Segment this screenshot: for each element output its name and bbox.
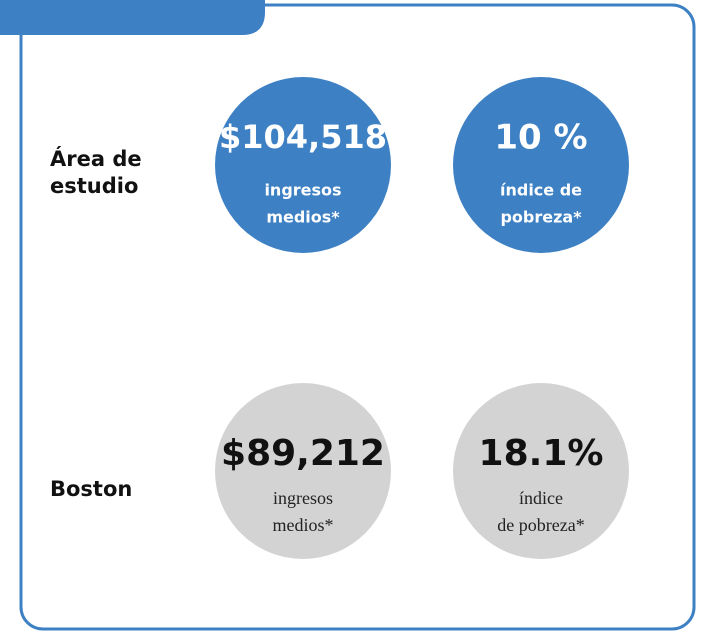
stat-value: 10 % xyxy=(494,118,587,158)
stat-caption: medios* xyxy=(273,515,334,535)
stat-caption: índice de xyxy=(500,181,582,200)
row-label: estudio xyxy=(50,174,138,198)
stat-circle xyxy=(215,77,391,253)
stat-value: $89,212 xyxy=(221,433,385,474)
stat-caption: pobreza* xyxy=(500,208,582,227)
stat-circle xyxy=(453,383,629,559)
stat-circle xyxy=(453,77,629,253)
row-label: Boston xyxy=(50,477,132,501)
stat-caption: ingresos xyxy=(273,488,333,508)
stat-caption: medios* xyxy=(266,208,340,227)
row-study-area: Área de estudio $104,518 ingresos medios… xyxy=(50,77,629,253)
stat-value: 18.1% xyxy=(479,433,604,474)
header-tab xyxy=(0,0,265,35)
stat-caption: índice xyxy=(519,488,563,508)
stat-caption: ingresos xyxy=(264,181,341,200)
stat-caption: de pobreza* xyxy=(497,515,584,535)
stat-value: $104,518 xyxy=(219,118,387,156)
stat-circle xyxy=(215,383,391,559)
row-boston: Boston $89,212 ingresos medios* 18.1% ín… xyxy=(50,383,629,559)
row-label: Área de xyxy=(50,146,142,171)
